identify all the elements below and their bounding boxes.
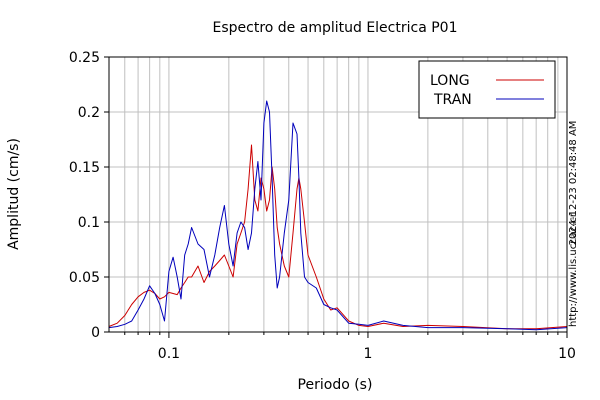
grid-lines: [109, 57, 567, 332]
legend-label-tran: TRAN: [433, 92, 472, 108]
x-tick-label: 0.1: [158, 346, 180, 362]
x-tick-label: 1: [363, 346, 372, 362]
series-line-tran: [108, 100, 568, 331]
url-note: http://www.lis.ucr.ac.cr: [568, 212, 579, 327]
tick-marks: [104, 56, 568, 338]
series-layer: [108, 100, 568, 331]
chart-title: Espectro de amplitud Electrica P01: [213, 20, 458, 36]
x-axis-label: Periodo (s): [298, 377, 373, 393]
x-tick-labels: 0.1 1 10: [158, 346, 576, 362]
legend: LONG TRAN: [418, 60, 556, 119]
y-tick-labels: 0 0.05 0.1 0.15 0.2 0.25: [69, 50, 100, 341]
y-tick-label: 0.25: [69, 50, 100, 66]
y-tick-label: 0.05: [69, 270, 100, 286]
timestamp-note: 2024-12-23 02:48:48 AM: [568, 121, 579, 246]
y-tick-label: 0.15: [69, 160, 100, 176]
plot-frame: [108, 56, 568, 333]
legend-box: [418, 60, 556, 119]
series-line-long: [108, 144, 568, 330]
y-tick-label: 0.1: [78, 215, 100, 231]
y-tick-label: 0.2: [78, 105, 100, 121]
legend-label-long: LONG: [430, 73, 470, 89]
y-tick-label: 0: [91, 325, 100, 341]
x-tick-label: 10: [558, 346, 576, 362]
y-axis-label: Amplitud (cm/s): [6, 138, 22, 250]
